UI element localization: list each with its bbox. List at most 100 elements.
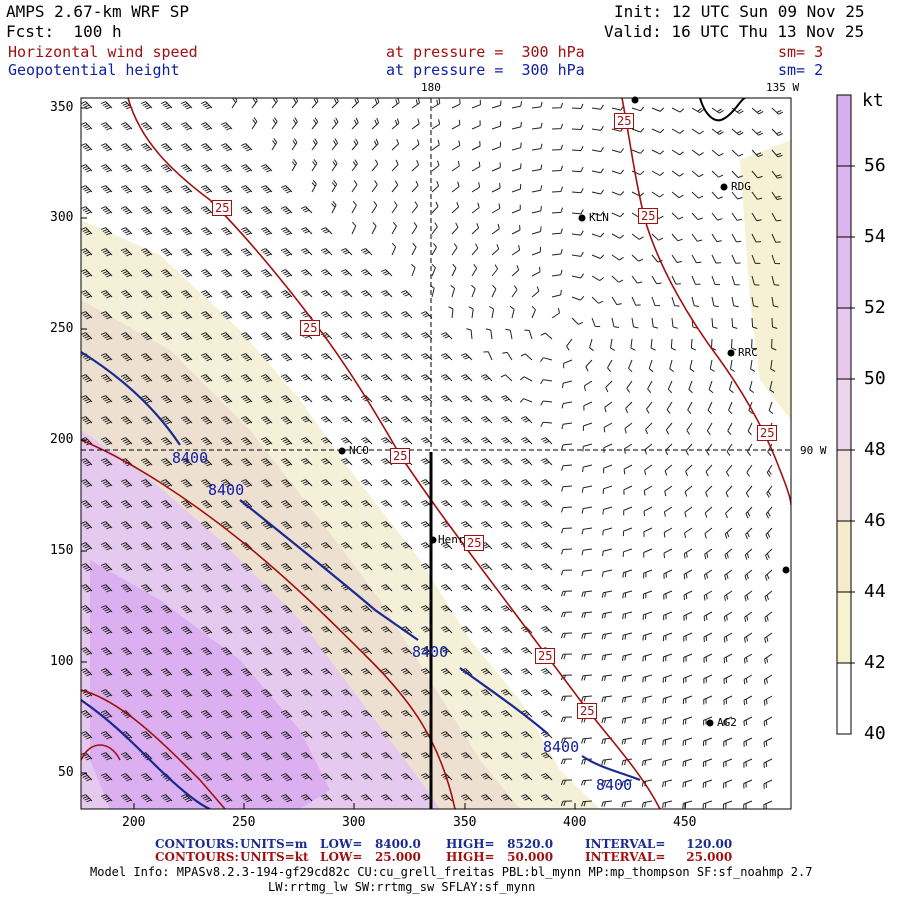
wind-barb xyxy=(703,737,713,747)
wind-barb xyxy=(360,710,373,718)
wind-barb xyxy=(300,290,313,298)
wind-barb xyxy=(540,479,553,487)
wind-barb xyxy=(260,395,273,404)
y-tick-label: 250 xyxy=(50,321,74,336)
height-label-2: 8400 xyxy=(208,481,245,499)
map-plot-area xyxy=(81,98,791,809)
wind-barb xyxy=(340,332,353,340)
wind-barb xyxy=(480,395,493,403)
wind-barb xyxy=(500,563,513,571)
wind-barb xyxy=(380,626,393,634)
wind-barb xyxy=(280,794,293,803)
wind-barb xyxy=(711,275,721,286)
wind-barb xyxy=(140,395,153,404)
wind-barb xyxy=(560,632,573,639)
colorbar-segment xyxy=(837,592,851,663)
wind-barb xyxy=(420,773,433,781)
wind-barb xyxy=(662,737,673,746)
wind-barb xyxy=(420,437,433,445)
wind-barb xyxy=(220,479,233,488)
wind-barb xyxy=(400,311,413,319)
wind-barb xyxy=(440,626,453,634)
wind-barb xyxy=(160,458,173,467)
wind-barb xyxy=(120,416,133,425)
wind-barb xyxy=(583,401,593,411)
wind-speed-shade-east xyxy=(740,140,791,420)
wind-barb xyxy=(591,275,605,282)
wind-barb xyxy=(180,206,193,215)
wind-barb xyxy=(663,611,673,621)
wind-barb xyxy=(520,563,533,571)
wind-barb xyxy=(440,668,453,676)
wind-barb xyxy=(440,689,453,697)
wind-barb xyxy=(260,437,273,446)
wind-barb xyxy=(560,695,573,702)
wind-barb xyxy=(671,233,683,242)
wind-barb xyxy=(380,395,393,403)
wind-barb xyxy=(540,437,553,445)
wind-barb xyxy=(160,752,173,761)
wind-barb xyxy=(480,605,493,613)
wind-barb xyxy=(500,605,513,613)
footer-row2-title: CONTOURS: xyxy=(155,850,239,864)
wind-barb xyxy=(100,269,113,278)
wind-barb xyxy=(711,233,722,243)
wind-barb xyxy=(260,710,273,719)
wind-barb xyxy=(280,290,293,299)
wind-barb xyxy=(642,716,653,725)
wind-barb xyxy=(683,611,693,621)
wind-barb xyxy=(705,464,713,477)
wind-barb xyxy=(519,398,533,403)
wind-barb xyxy=(520,605,533,613)
wind-barb xyxy=(539,357,553,362)
wind-barb xyxy=(180,521,193,530)
wind-barb xyxy=(220,395,233,404)
wind-barb xyxy=(280,773,293,782)
wind-barb xyxy=(360,395,373,403)
wind-barb xyxy=(460,479,473,487)
wind-barb xyxy=(160,227,173,236)
wind-barb xyxy=(280,374,293,383)
wind-barb xyxy=(540,421,553,427)
wind-barb xyxy=(331,138,339,151)
wind-barb xyxy=(320,668,333,676)
wind-barb xyxy=(371,118,380,130)
wind-barb xyxy=(460,353,473,361)
wind-barb xyxy=(81,605,93,614)
wind-barb xyxy=(702,800,713,809)
wind-barb xyxy=(220,269,233,278)
wind-barb xyxy=(280,332,293,341)
wind-barb xyxy=(81,479,93,488)
wind-barb xyxy=(81,164,93,173)
wind-barb xyxy=(380,710,393,718)
wind-barb xyxy=(540,542,553,550)
wind-barb xyxy=(371,180,378,193)
wind-barb xyxy=(291,138,298,151)
wind-barb xyxy=(702,779,713,788)
wind-barb xyxy=(200,500,213,509)
wind-barb xyxy=(589,338,594,352)
wind-barb xyxy=(240,563,253,572)
wind-barb xyxy=(280,395,293,404)
wind-barb xyxy=(651,317,659,329)
wind-barb xyxy=(260,500,273,509)
wind-barb xyxy=(540,626,553,634)
wind-barb xyxy=(360,647,373,655)
wind-barb xyxy=(431,119,441,130)
wind-barb xyxy=(591,189,605,195)
wind-barb xyxy=(391,159,399,172)
wind-barb xyxy=(561,422,573,430)
wind-barb xyxy=(410,263,416,277)
wind-barb xyxy=(320,689,333,697)
wind-barb xyxy=(140,563,153,572)
wind-barb xyxy=(420,416,433,424)
wind-barb xyxy=(471,264,478,277)
wind-barb xyxy=(320,773,333,781)
footer-row1-interval: INTERVAL= 120.00 xyxy=(585,837,733,851)
wind-barb xyxy=(500,374,513,382)
wind-barb xyxy=(400,626,413,634)
wind-barb xyxy=(711,296,719,308)
wind-barb xyxy=(160,143,173,152)
wind-contour-east xyxy=(621,98,791,506)
wind-barb xyxy=(400,752,413,760)
